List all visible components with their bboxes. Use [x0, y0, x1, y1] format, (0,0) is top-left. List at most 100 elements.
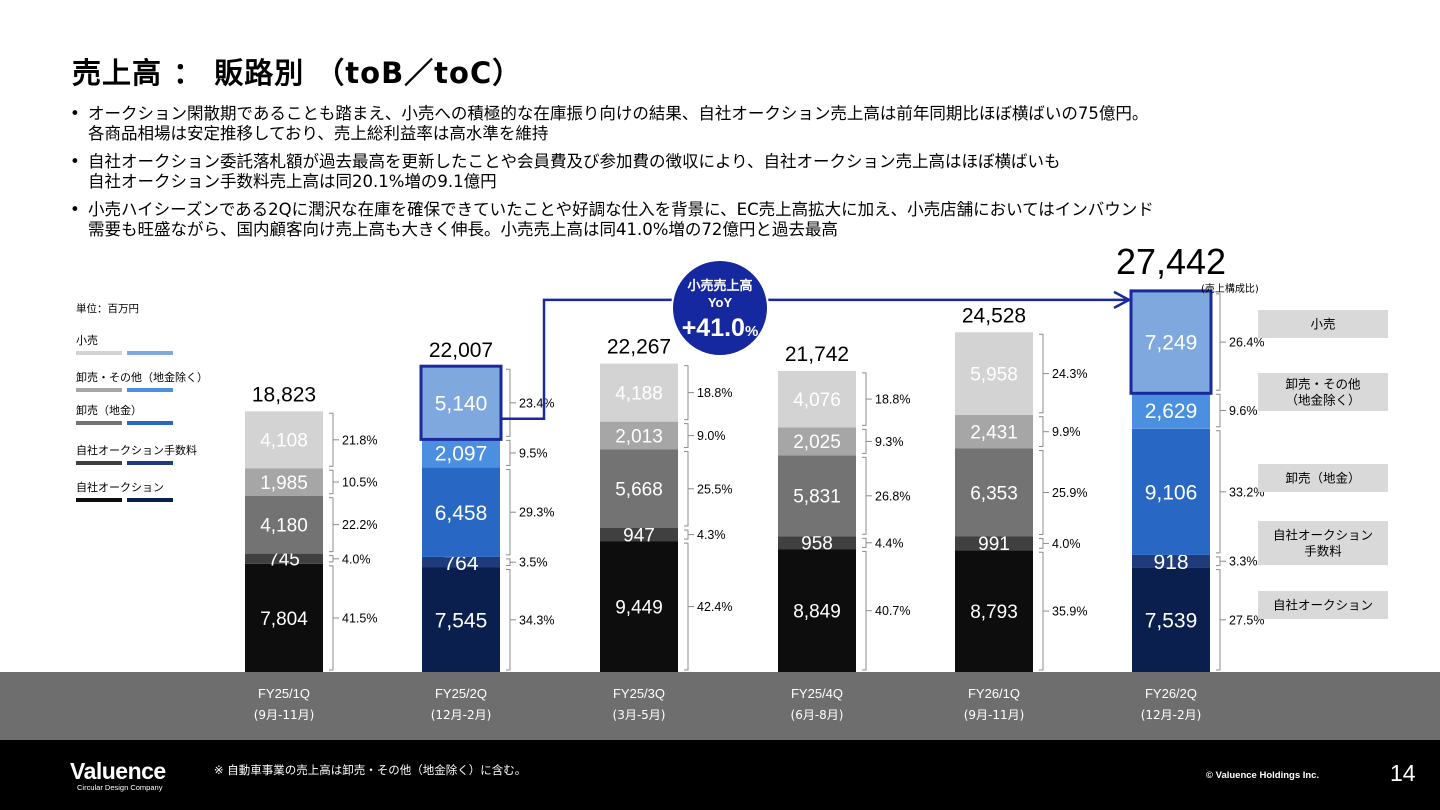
bullet-line: 各商品相場は安定推移しており、売上総利益率は高水準を維持	[88, 124, 549, 143]
share-percent-label: 9.6%	[1229, 404, 1258, 418]
bar-value-label: 918	[1153, 551, 1188, 574]
bar-segment	[1132, 428, 1210, 555]
legend-swatch-grey	[76, 498, 122, 502]
bar-value-label: 4,188	[615, 384, 663, 405]
unit-label: 単位：百万円	[76, 302, 139, 315]
share-percent-label: 3.3%	[1229, 555, 1258, 569]
bar-segment	[245, 495, 323, 554]
share-percent-label: 25.9%	[1052, 486, 1087, 500]
bar-value-label: 2,013	[615, 426, 663, 447]
legend-swatch-grey	[76, 388, 122, 392]
legend-swatch-blue	[127, 351, 173, 355]
share-percent-label: 26.8%	[875, 489, 910, 503]
total-label: 21,742	[785, 343, 849, 366]
segment-bracket	[684, 451, 689, 527]
segment-bracket	[1216, 393, 1221, 428]
segment-bracket	[506, 368, 511, 437]
bar-segment	[422, 438, 500, 468]
yoy-badge-sub: YoY	[708, 295, 733, 310]
bar-segment	[1132, 567, 1210, 672]
share-percent-label: 25.5%	[697, 482, 732, 496]
bar-segment	[778, 536, 856, 550]
share-percent-label: 4.0%	[342, 552, 371, 566]
category-sub-label: (9月-11月)	[254, 708, 315, 722]
yoy-value-number: +41.0	[682, 314, 745, 342]
share-percent-label: 42.4%	[697, 600, 732, 614]
bar-segment	[778, 549, 856, 672]
bullet-line: 自社オークション委託落札額が過去最高を更新したことや会員費及び参加費の徴収により…	[88, 152, 1061, 171]
share-percent-label: 29.3%	[519, 506, 554, 520]
bullet-item: 自社オークション委託落札額が過去最高を更新したことや会員費及び参加費の徴収により…	[66, 152, 1406, 192]
series-side-label: （地金除く）	[1285, 393, 1360, 408]
category-sub-label: (9月-11月)	[964, 708, 1025, 722]
segment-bracket	[329, 412, 334, 467]
bar-value-label: 4,108	[260, 431, 308, 452]
segment-bracket	[506, 439, 511, 466]
bullet-line: 需要も旺盛ながら、国内顧客向け売上高も大きく伸長。小売売上高は同41.0%増の7…	[88, 220, 838, 239]
share-percent-label: 10.5%	[342, 476, 377, 490]
yoy-badge	[671, 259, 769, 357]
share-percent-label: 22.2%	[342, 518, 377, 532]
legend-swatch-blue	[127, 388, 173, 392]
share-percent-label: 21.8%	[342, 433, 377, 447]
segment-bracket	[862, 428, 867, 454]
bar-segment	[955, 414, 1033, 449]
bullet-line: 小売ハイシーズンである2Qに潤沢な在庫を確保できていたことや好調な仕入を背景に、…	[88, 200, 1154, 219]
segment-bracket	[684, 423, 689, 448]
segment-bracket	[329, 469, 334, 495]
segment-bracket	[684, 529, 689, 540]
bar-value-label: 7,539	[1145, 609, 1198, 632]
category-label: FY25/2Q	[435, 686, 487, 701]
bar-value-label: 2,025	[793, 432, 841, 453]
share-percent-label: 26.4%	[1229, 336, 1264, 350]
segment-bracket	[684, 365, 689, 421]
bar-value-label: 958	[801, 534, 833, 555]
total-label: 18,823	[252, 383, 316, 406]
bar-segment	[955, 536, 1033, 551]
bar-value-label: 7,804	[260, 609, 308, 630]
bar-value-label: 7,249	[1145, 332, 1198, 355]
bar-value-label: 2,629	[1145, 400, 1198, 423]
bar-segment	[245, 553, 323, 564]
total-label: 22,267	[607, 336, 671, 359]
total-label: 27,442	[1116, 241, 1226, 282]
segment-bracket	[1039, 416, 1044, 447]
bar-segment	[955, 448, 1033, 537]
category-sub-label: (3月-5月)	[613, 708, 666, 722]
legend-swatch-blue	[127, 461, 173, 465]
segment-bracket	[329, 555, 334, 563]
share-percent-label: 24.3%	[1052, 367, 1087, 381]
segment-bracket	[862, 550, 867, 671]
segment-bracket	[1039, 538, 1044, 549]
segment-bracket	[1216, 293, 1221, 391]
bar-value-label: 5,831	[793, 487, 841, 508]
share-percent-label: 33.2%	[1229, 485, 1264, 499]
bar-value-label: 5,140	[435, 392, 488, 415]
bar-segment	[600, 421, 678, 450]
segment-bracket	[1039, 450, 1044, 535]
series-side-label-box	[1258, 591, 1388, 619]
series-side-label-box	[1258, 464, 1388, 492]
segment-bracket	[506, 569, 511, 671]
series-side-label-box	[1258, 521, 1388, 565]
category-label: FY26/2Q	[1145, 686, 1197, 701]
segment-bracket	[862, 456, 867, 535]
series-side-label-box	[1258, 373, 1388, 411]
segment-bracket	[862, 537, 867, 548]
share-percent-label: 40.7%	[875, 604, 910, 618]
category-label: FY26/1Q	[968, 686, 1020, 701]
segment-bracket	[506, 558, 511, 566]
bar-segment	[600, 541, 678, 672]
bar-value-label: 8,849	[793, 602, 841, 623]
category-axis-band	[0, 672, 1440, 740]
series-side-label: 自社オークション	[1273, 598, 1373, 613]
legend-swatch-grey	[76, 351, 122, 355]
yoy-badge-title: 小売売上高	[687, 278, 752, 294]
segment-bracket	[1216, 430, 1221, 554]
legend-label: 自社オークション手数料	[76, 443, 197, 457]
bar-segment	[245, 563, 323, 672]
bar-segment	[955, 332, 1033, 415]
segment-bracket	[1039, 333, 1044, 414]
legend-label: 卸売・その他（地金除く）	[76, 370, 208, 384]
bullet-line: オークション閑散期であることも踏まえ、小売への積極的な在庫振り向けの結果、自社オ…	[88, 104, 1149, 123]
